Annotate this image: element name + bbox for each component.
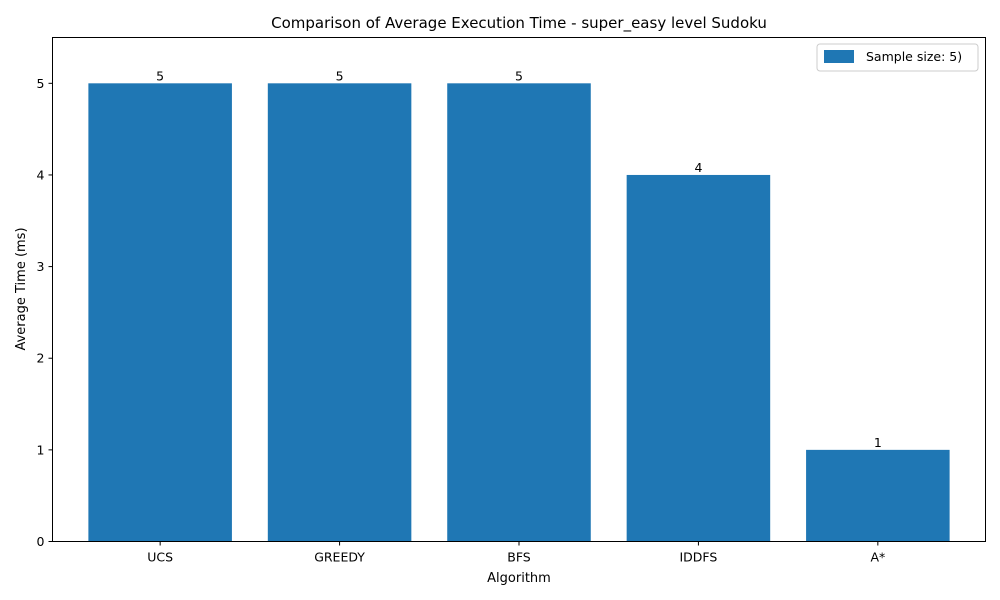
data-labels-group: 5 5 5 4 1 [156,68,882,450]
y-axis-label: Average Time (ms) [14,227,29,350]
x-tick-label-4: A* [870,550,885,565]
legend-entry-label: Sample size: 5) [866,49,962,64]
bar-4 [806,449,950,542]
data-label-3: 4 [694,160,702,175]
y-tick-label-0: 0 [37,534,45,549]
y-tick-label-2: 2 [37,351,45,366]
bars-group [88,83,950,542]
x-axis-label: Algorithm [487,571,551,586]
x-tick-label-3: IDDFS [680,550,718,565]
x-tick-label-2: BFS [507,550,531,565]
y-tick-label-1: 1 [37,442,45,457]
bar-2 [447,83,591,542]
bar-0 [88,83,232,542]
legend-swatch [824,50,854,63]
legend: Sample size: 5) [816,43,979,72]
y-tick-label-4: 4 [37,167,45,182]
chart-title: Comparison of Average Execution Time - s… [271,14,767,33]
x-tick-label-0: UCS [147,550,173,565]
x-axis-ticks: UCS GREEDY BFS IDDFS A* [147,541,885,565]
bar-1 [267,83,412,542]
x-tick-label-1: GREEDY [314,550,365,565]
y-tick-label-5: 5 [37,76,45,91]
data-label-0: 5 [156,68,164,83]
data-label-1: 5 [336,68,344,83]
data-label-4: 1 [874,435,882,450]
y-axis-ticks: 0 1 2 3 4 5 [37,76,53,549]
legend-box [816,43,979,72]
data-label-2: 5 [515,68,523,83]
y-tick-label-3: 3 [37,259,45,274]
bar-3 [626,174,771,542]
